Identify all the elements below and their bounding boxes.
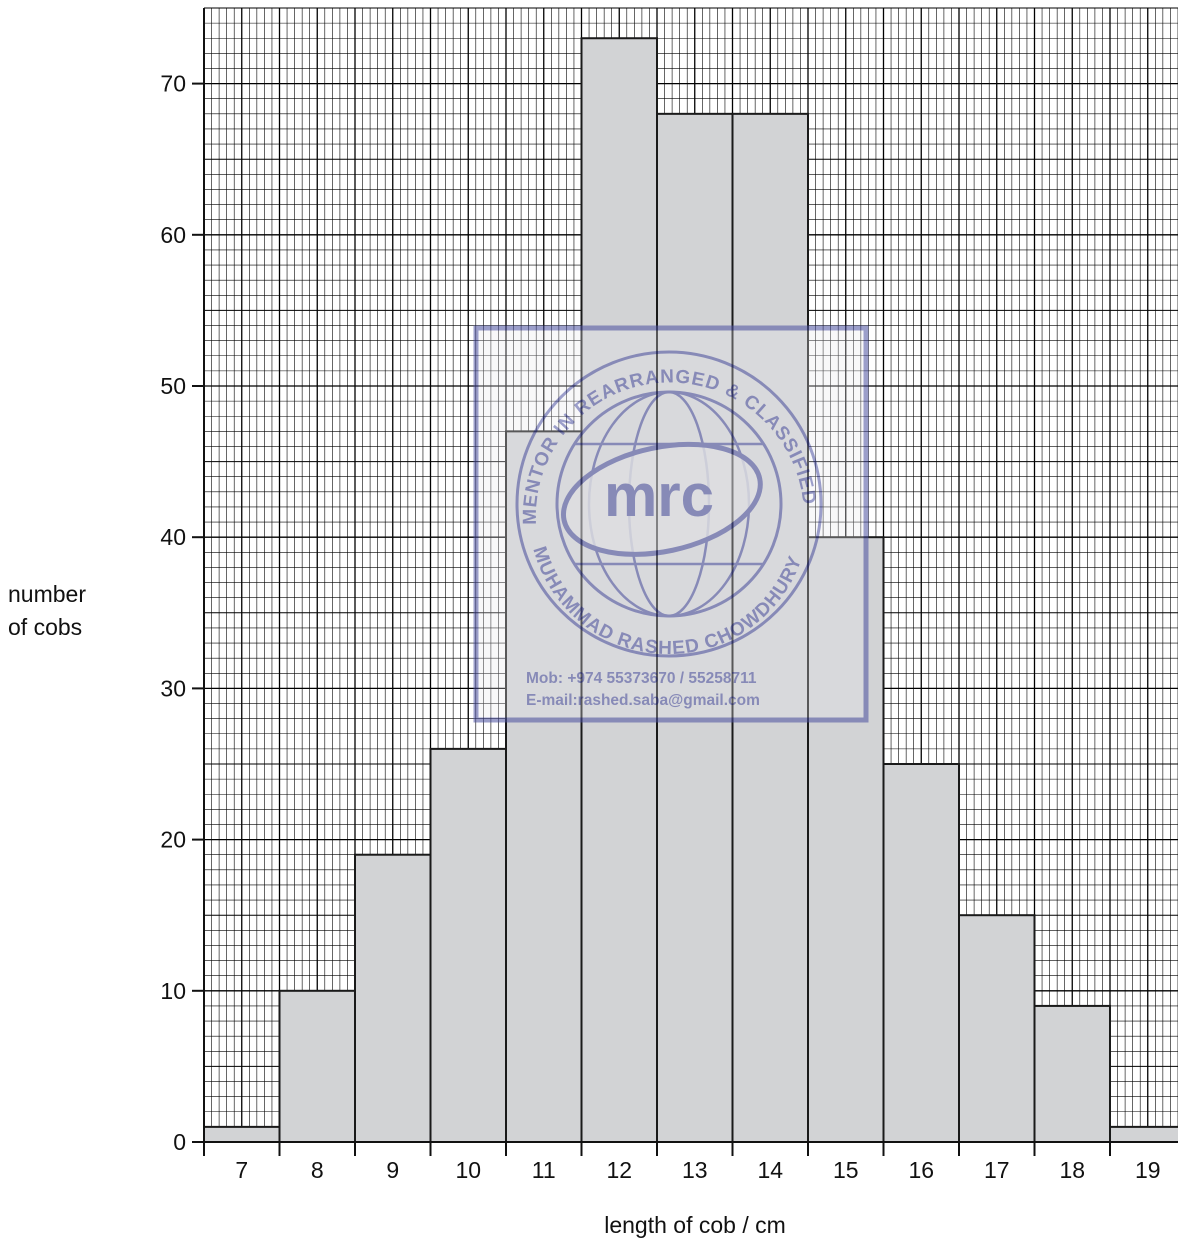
y-tick-label: 20 — [160, 827, 186, 853]
watermark-email: E-mail:rashed.saba@gmail.com — [526, 692, 760, 709]
watermark-orbit — [560, 441, 763, 557]
x-tick-label: 10 — [455, 1157, 481, 1183]
x-tick-label: 19 — [1135, 1157, 1161, 1183]
x-tick-label: 16 — [908, 1157, 934, 1183]
histogram-bar-8 — [278, 989, 356, 1143]
x-tick-label: 8 — [311, 1157, 324, 1183]
x-tick-label: 13 — [682, 1157, 708, 1183]
globe-meridian — [587, 390, 751, 618]
x-tick-label: 7 — [235, 1157, 248, 1183]
x-tick-label: 18 — [1059, 1157, 1085, 1183]
y-tick-label: 30 — [160, 675, 186, 701]
histogram-bar-19 — [1109, 1125, 1178, 1144]
histogram-bar-17 — [958, 914, 1036, 1144]
y-tick-labels: 0 10 20 30 40 50 60 70 — [160, 71, 186, 1155]
histogram-bar-9 — [354, 853, 432, 1143]
watermark-mobile: Mob: +974 55373670 / 55258711 — [526, 670, 757, 687]
histogram-bar-7 — [203, 1125, 281, 1144]
histogram-bar-10 — [429, 747, 507, 1143]
y-axis-label-line-1: number — [8, 581, 86, 607]
histogram-bar-18 — [1033, 1004, 1111, 1143]
y-tick-label: 10 — [160, 978, 186, 1004]
histogram-bar-11 — [505, 430, 583, 1143]
x-tick-label: 14 — [757, 1157, 783, 1183]
y-tick-label: 40 — [160, 524, 186, 550]
x-axis-label: length of cob / cm — [604, 1212, 786, 1238]
x-tick-labels: 7 8 9 10 11 12 13 14 15 16 17 18 19 — [235, 1157, 1160, 1183]
x-tick-label: 15 — [833, 1157, 859, 1183]
watermark-outer-ring — [515, 350, 823, 658]
axes — [192, 8, 1178, 1156]
x-tick-label: 12 — [606, 1157, 632, 1183]
y-tick-label: 50 — [160, 373, 186, 399]
y-tick-label: 60 — [160, 222, 186, 248]
y-tick-label: 70 — [160, 71, 186, 97]
x-tick-label: 17 — [984, 1157, 1010, 1183]
histogram-bar-14 — [731, 112, 809, 1144]
watermark-logo-text: mrc — [604, 462, 714, 529]
x-tick-label: 11 — [532, 1157, 556, 1183]
y-tick-label: 0 — [173, 1129, 186, 1155]
histogram-bar-15 — [807, 536, 885, 1143]
y-axis-label: number of cobs — [8, 578, 118, 644]
y-axis-label-line-2: of cobs — [8, 614, 83, 640]
bars — [203, 37, 1178, 1144]
x-tick-label: 9 — [386, 1157, 399, 1183]
histogram-bar-16 — [882, 763, 960, 1143]
